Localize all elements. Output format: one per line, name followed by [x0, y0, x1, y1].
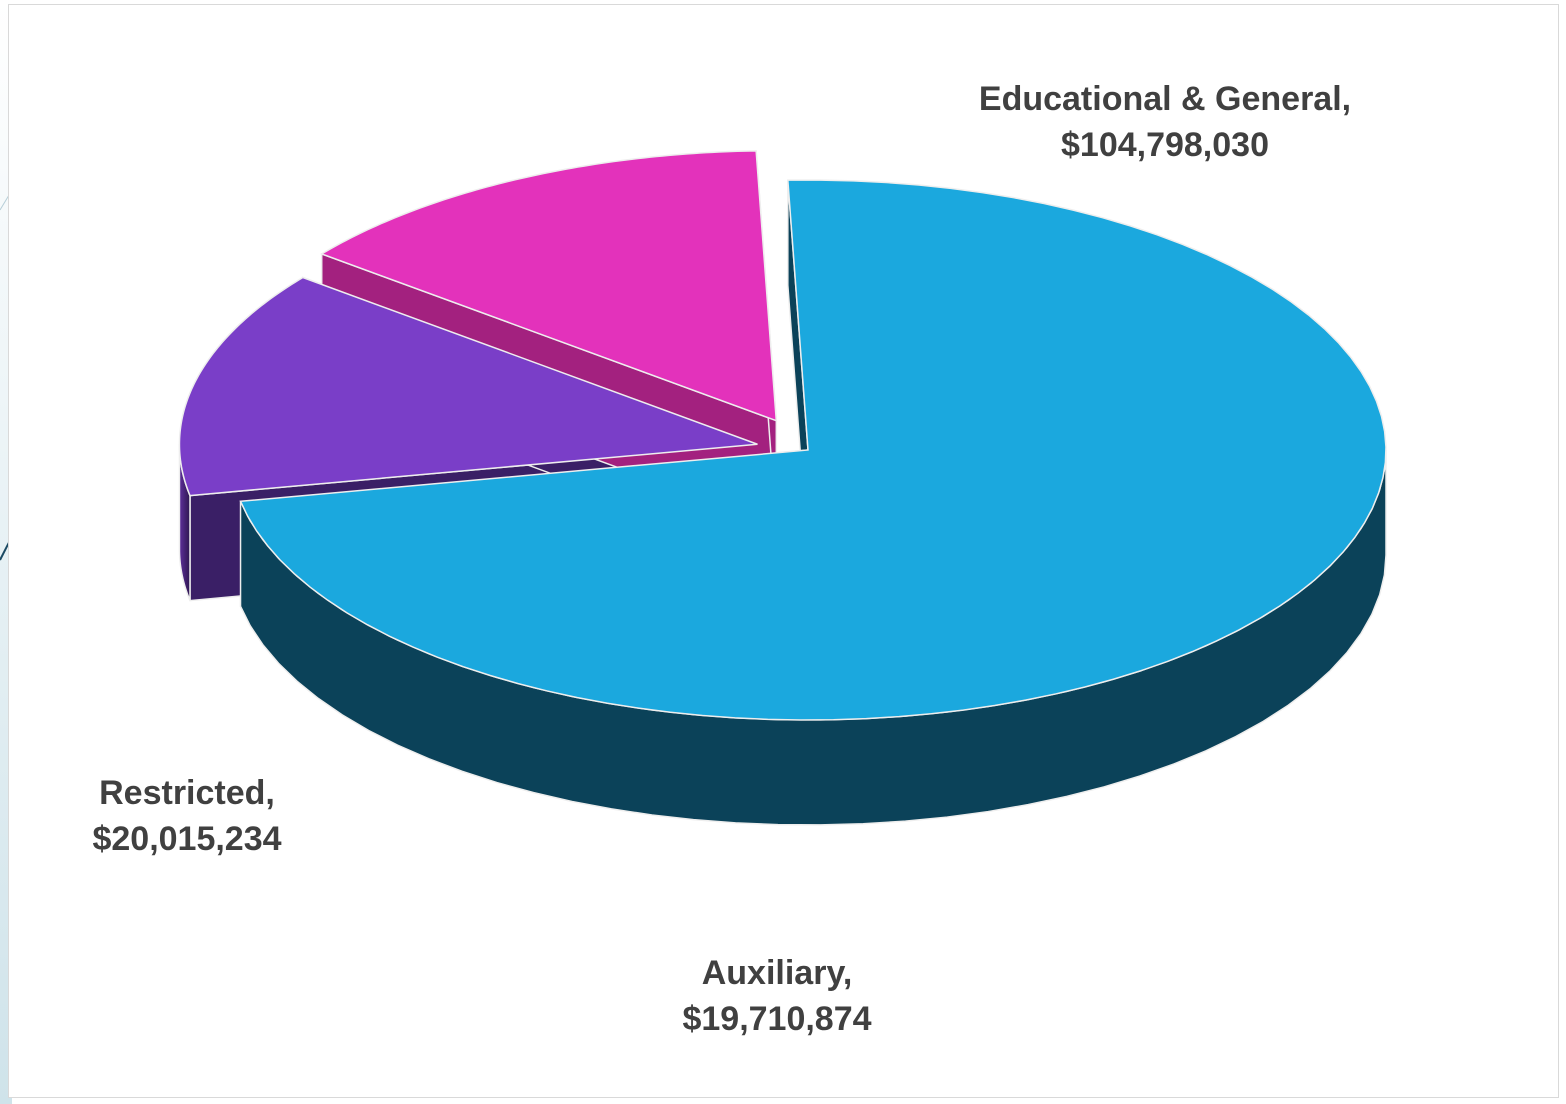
pie-slice-educational-general	[239, 179, 1387, 721]
data-label-educational-general: Educational & General, $104,798,030	[979, 76, 1351, 168]
pie-slice-restricted	[319, 150, 778, 422]
label-value: $104,798,030	[1061, 126, 1269, 164]
pie-slice-auxiliary	[178, 276, 758, 497]
label-category: Auxiliary,	[701, 954, 853, 992]
label-category: Restricted,	[99, 774, 275, 812]
data-label-auxiliary: Auxiliary, $19,710,874	[682, 950, 871, 1042]
label-category: Educational & General,	[978, 80, 1352, 118]
label-value: $20,015,234	[92, 820, 282, 858]
data-label-restricted: Restricted, $20,015,234	[92, 770, 281, 862]
label-value: $19,710,874	[682, 1000, 872, 1038]
